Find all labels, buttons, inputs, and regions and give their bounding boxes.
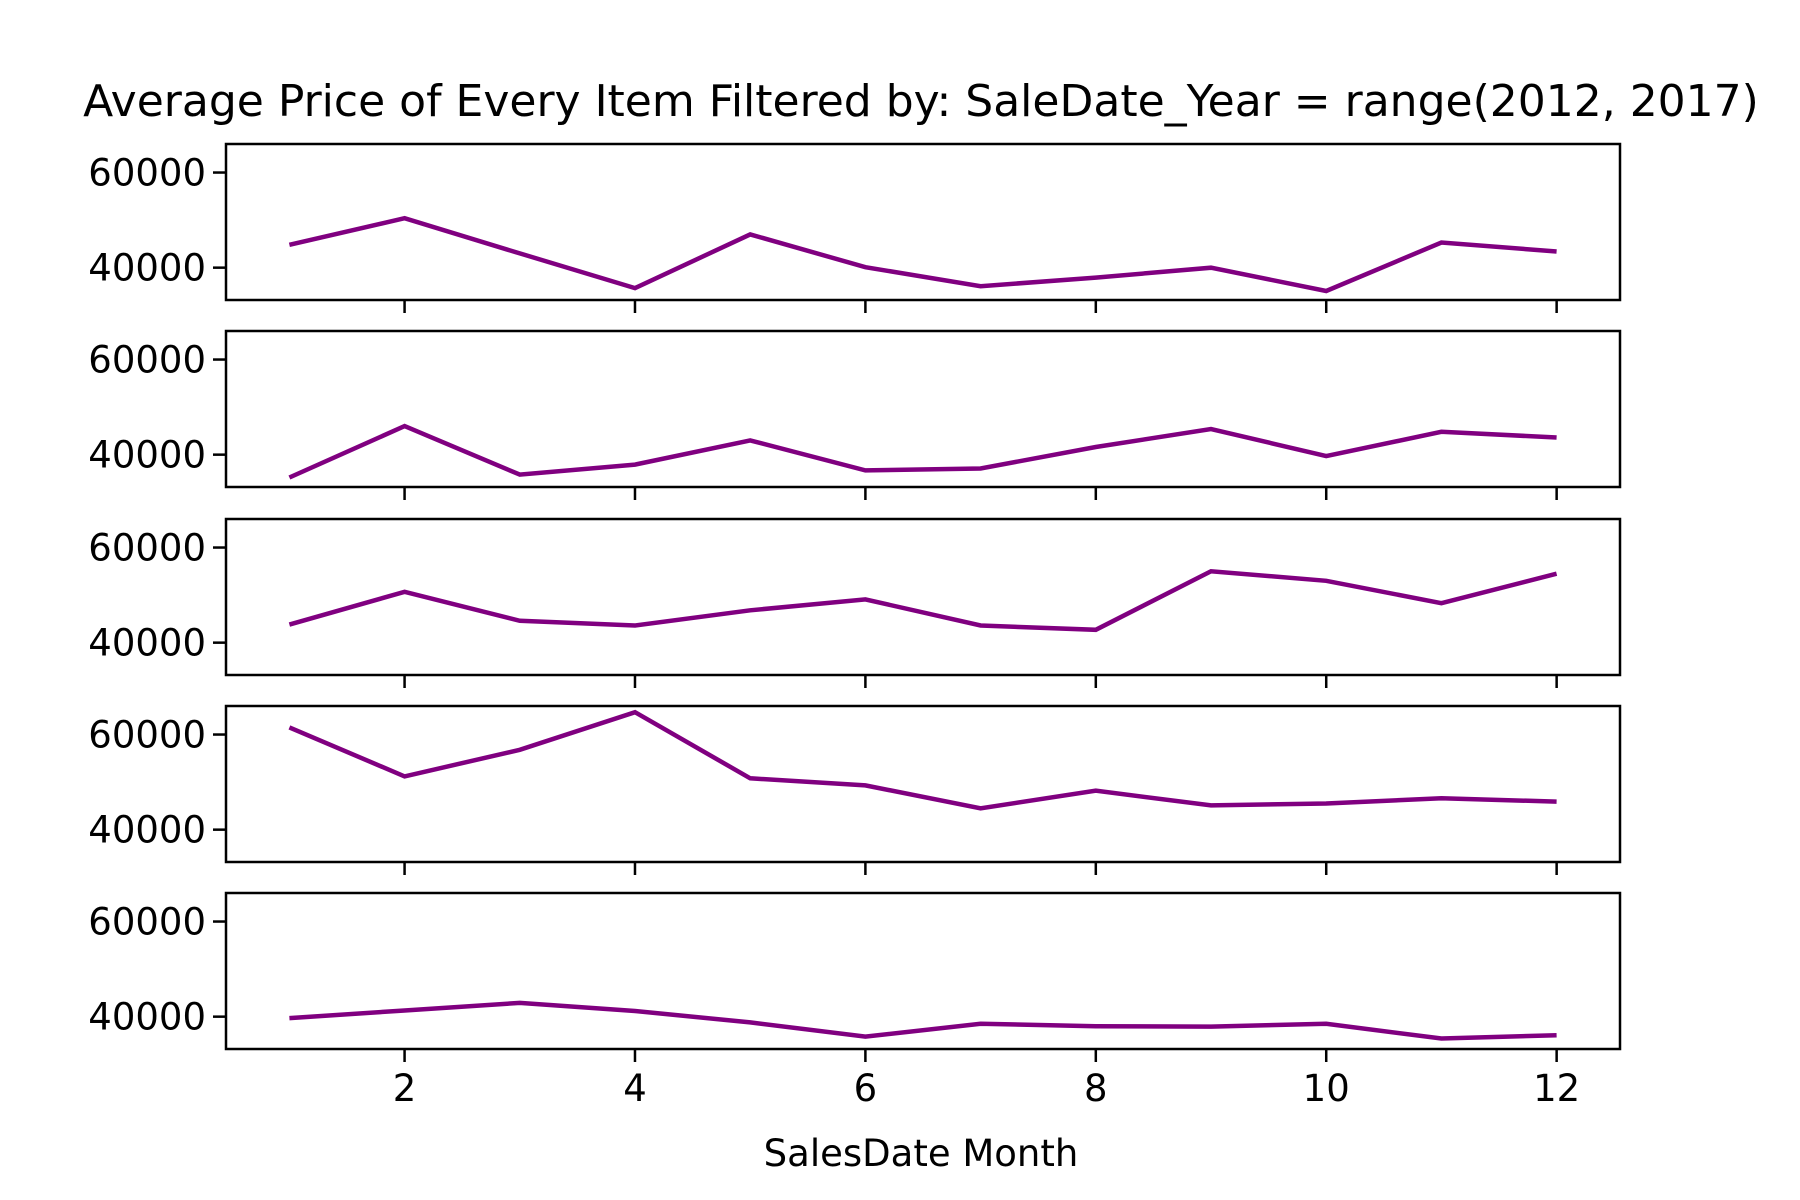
chart-title: Average Price of Every Item Filtered by:… bbox=[83, 76, 1759, 127]
data-point bbox=[1324, 578, 1329, 583]
y-tick-label: 40000 bbox=[88, 434, 206, 477]
data-point bbox=[1209, 803, 1214, 808]
subplot-1: 40000 60000 bbox=[88, 142, 1622, 313]
data-point bbox=[287, 242, 292, 247]
y-tick-label: 40000 bbox=[88, 996, 206, 1039]
axes-frame bbox=[224, 517, 1622, 677]
data-point bbox=[1554, 1033, 1559, 1038]
data-point bbox=[863, 1034, 868, 1039]
axes-frame bbox=[224, 704, 1622, 864]
data-point bbox=[1554, 799, 1559, 804]
series-line-4 bbox=[288, 709, 1557, 811]
data-point bbox=[978, 466, 983, 471]
data-point bbox=[1093, 627, 1098, 632]
x-tick-label: 6 bbox=[854, 1067, 878, 1110]
data-point bbox=[1324, 1021, 1329, 1026]
data-point bbox=[633, 462, 638, 467]
y-tick-label: 60000 bbox=[88, 339, 206, 382]
y-tick-label: 60000 bbox=[88, 714, 206, 757]
subplot-2: 40000 60000 bbox=[88, 329, 1622, 500]
data-point bbox=[978, 623, 983, 628]
data-point bbox=[1439, 429, 1444, 434]
data-point bbox=[863, 468, 868, 473]
subplot-4: 40000 60000 bbox=[88, 704, 1622, 875]
data-point bbox=[1093, 445, 1098, 450]
data-point bbox=[517, 618, 522, 623]
data-point bbox=[1209, 1024, 1214, 1029]
data-point bbox=[402, 589, 407, 594]
y-tick-label: 40000 bbox=[88, 809, 206, 852]
data-point bbox=[1209, 569, 1214, 574]
data-point bbox=[863, 597, 868, 602]
y-tick-label: 40000 bbox=[88, 247, 206, 290]
y-tick-label: 60000 bbox=[88, 152, 206, 195]
data-point bbox=[517, 1000, 522, 1005]
data-point bbox=[863, 783, 868, 788]
data-point bbox=[1554, 571, 1559, 576]
x-tick-label: 10 bbox=[1303, 1067, 1350, 1110]
y-tick-label: 60000 bbox=[88, 527, 206, 570]
subplot-5: 40000 60000 2 4 6 8 10 12 bbox=[88, 891, 1622, 1110]
data-point bbox=[1439, 601, 1444, 606]
data-point bbox=[287, 725, 292, 730]
y-tick-label: 40000 bbox=[88, 622, 206, 665]
data-point bbox=[748, 438, 753, 443]
data-point bbox=[633, 710, 638, 715]
data-point bbox=[748, 608, 753, 613]
data-point bbox=[287, 1016, 292, 1021]
data-point bbox=[1554, 249, 1559, 254]
data-point bbox=[1093, 788, 1098, 793]
data-point bbox=[1209, 265, 1214, 270]
data-point bbox=[1209, 427, 1214, 432]
data-point bbox=[978, 284, 983, 289]
data-point bbox=[748, 1020, 753, 1025]
data-point bbox=[748, 776, 753, 781]
series-line-1 bbox=[288, 215, 1557, 294]
data-point bbox=[517, 251, 522, 256]
data-point bbox=[1554, 435, 1559, 440]
data-point bbox=[633, 1009, 638, 1014]
axes-frame bbox=[224, 142, 1622, 302]
data-point bbox=[1439, 1036, 1444, 1041]
data-point bbox=[517, 747, 522, 752]
series-line-2 bbox=[288, 423, 1557, 480]
data-point bbox=[402, 424, 407, 429]
data-point bbox=[402, 774, 407, 779]
data-point bbox=[287, 475, 292, 480]
axes-frame bbox=[224, 329, 1622, 489]
data-point bbox=[1324, 454, 1329, 459]
data-point bbox=[1324, 801, 1329, 806]
axes-frame bbox=[224, 891, 1622, 1051]
data-point bbox=[1093, 275, 1098, 280]
x-tick-label: 8 bbox=[1084, 1067, 1108, 1110]
data-point bbox=[633, 286, 638, 291]
data-point bbox=[978, 1021, 983, 1026]
y-tick-label: 60000 bbox=[88, 901, 206, 944]
subplot-3: 40000 60000 bbox=[88, 517, 1622, 688]
data-point bbox=[748, 232, 753, 237]
data-point bbox=[517, 472, 522, 477]
data-point bbox=[402, 1008, 407, 1013]
data-point bbox=[1093, 1024, 1098, 1029]
data-point bbox=[1324, 289, 1329, 294]
data-point bbox=[1439, 240, 1444, 245]
data-point bbox=[978, 806, 983, 811]
data-point bbox=[1439, 796, 1444, 801]
x-axis-label: SalesDate Month bbox=[764, 1132, 1079, 1175]
x-tick-label: 4 bbox=[623, 1067, 647, 1110]
series-line-5 bbox=[289, 1000, 1557, 1041]
data-point bbox=[633, 623, 638, 628]
subplot-panels: 40000 60000 40000 60000 40000 60000 40000 60000… bbox=[88, 142, 1622, 1110]
x-tick-label: 12 bbox=[1533, 1067, 1580, 1110]
data-point bbox=[863, 265, 868, 270]
series-line-3 bbox=[288, 569, 1558, 633]
data-point bbox=[402, 216, 407, 221]
data-point bbox=[287, 622, 292, 627]
x-tick-label: 2 bbox=[393, 1067, 417, 1110]
